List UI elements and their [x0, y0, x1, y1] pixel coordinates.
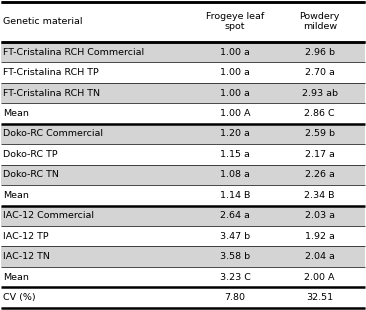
Text: Mean: Mean [3, 109, 29, 118]
Text: 1.92 a: 1.92 a [305, 232, 335, 241]
Text: 2.86 C: 2.86 C [305, 109, 335, 118]
Text: 1.20 a: 1.20 a [220, 129, 250, 139]
Text: IAC-12 TN: IAC-12 TN [3, 252, 50, 261]
Text: 2.59 b: 2.59 b [305, 129, 335, 139]
Text: 1.14 B: 1.14 B [220, 191, 250, 200]
Text: 3.58 b: 3.58 b [220, 252, 250, 261]
Text: FT-Cristalina RCH TP: FT-Cristalina RCH TP [3, 68, 99, 77]
Polygon shape [1, 2, 365, 42]
Text: IAC-12 Commercial: IAC-12 Commercial [3, 211, 94, 220]
Text: 2.17 a: 2.17 a [305, 150, 335, 159]
Text: 2.93 ab: 2.93 ab [302, 88, 338, 98]
Text: 2.64 a: 2.64 a [220, 211, 250, 220]
Text: Genetic material: Genetic material [3, 17, 82, 26]
Text: 32.51: 32.51 [306, 293, 333, 302]
Polygon shape [1, 226, 365, 246]
Text: Doko-RC Commercial: Doko-RC Commercial [3, 129, 103, 139]
Text: FT-Cristalina RCH Commercial: FT-Cristalina RCH Commercial [3, 47, 144, 57]
Text: 2.26 a: 2.26 a [305, 170, 335, 179]
Text: Mean: Mean [3, 272, 29, 282]
Polygon shape [1, 103, 365, 124]
Polygon shape [1, 165, 365, 185]
Text: Mean: Mean [3, 191, 29, 200]
Text: 2.04 a: 2.04 a [305, 252, 335, 261]
Text: Powdery
mildew: Powdery mildew [299, 12, 340, 31]
Text: CV (%): CV (%) [3, 293, 36, 302]
Text: 1.00 A: 1.00 A [220, 109, 250, 118]
Polygon shape [1, 62, 365, 83]
Polygon shape [1, 267, 365, 287]
Polygon shape [1, 206, 365, 226]
Polygon shape [1, 83, 365, 103]
Polygon shape [1, 246, 365, 267]
Text: 1.00 a: 1.00 a [220, 47, 250, 57]
Polygon shape [1, 287, 365, 308]
Text: 2.70 a: 2.70 a [305, 68, 335, 77]
Text: 1.15 a: 1.15 a [220, 150, 250, 159]
Text: 2.34 B: 2.34 B [305, 191, 335, 200]
Text: Doko-RC TN: Doko-RC TN [3, 170, 59, 179]
Text: 7.80: 7.80 [224, 293, 246, 302]
Text: 1.00 a: 1.00 a [220, 88, 250, 98]
Text: 2.00 A: 2.00 A [305, 272, 335, 282]
Text: Doko-RC TP: Doko-RC TP [3, 150, 57, 159]
Text: 3.47 b: 3.47 b [220, 232, 250, 241]
Text: 1.08 a: 1.08 a [220, 170, 250, 179]
Polygon shape [1, 42, 365, 62]
Polygon shape [1, 144, 365, 165]
Polygon shape [1, 124, 365, 144]
Polygon shape [1, 185, 365, 206]
Text: IAC-12 TP: IAC-12 TP [3, 232, 49, 241]
Text: 2.03 a: 2.03 a [305, 211, 335, 220]
Text: Frogeye leaf
spot: Frogeye leaf spot [206, 12, 264, 31]
Text: 3.23 C: 3.23 C [220, 272, 250, 282]
Text: 1.00 a: 1.00 a [220, 68, 250, 77]
Text: 2.96 b: 2.96 b [305, 47, 335, 57]
Text: FT-Cristalina RCH TN: FT-Cristalina RCH TN [3, 88, 100, 98]
